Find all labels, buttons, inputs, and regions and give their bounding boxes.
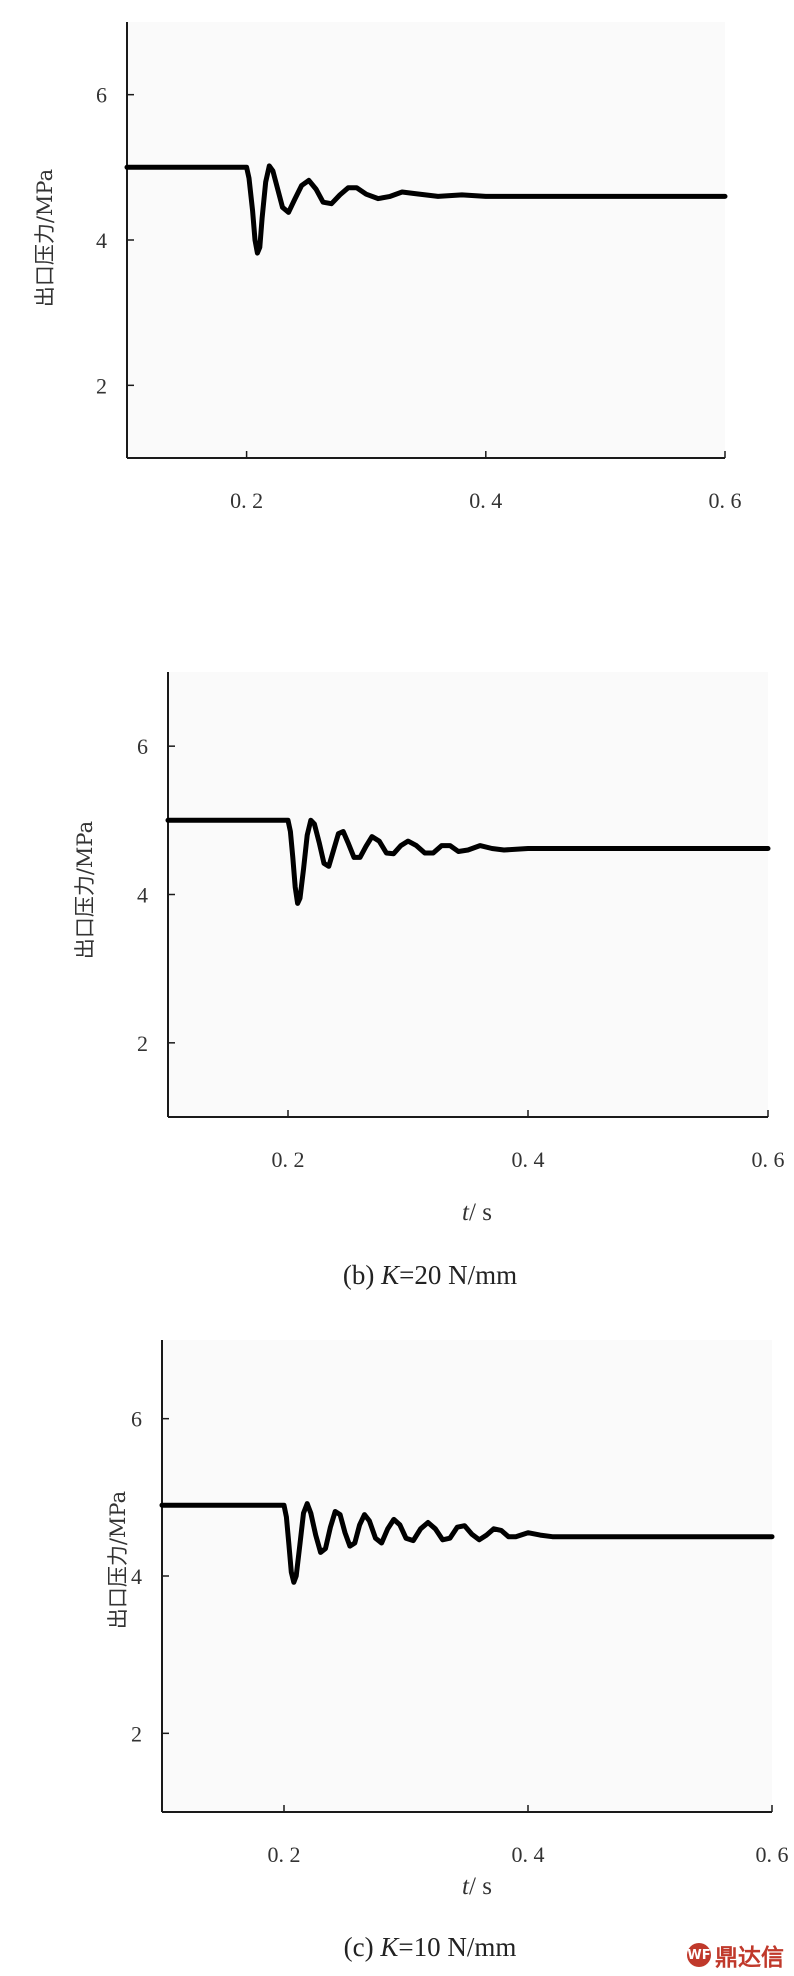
- y-tick-label: 4: [96, 228, 107, 253]
- y-axis-label: 出口压力/MPa: [73, 821, 97, 959]
- series-line: [165, 817, 771, 906]
- y-tick-label: 4: [137, 883, 148, 908]
- y-tick-label: 2: [131, 1721, 142, 1746]
- y-tick-label: 6: [96, 83, 107, 108]
- x-axis-variable: t: [462, 1873, 470, 1900]
- y-tick-label: 2: [96, 373, 107, 398]
- caption-prefix: (c): [344, 1932, 381, 1962]
- chart-b: 出口压力/MPa t/ s (b) K=20 N/mm 2 4 6 0. 2 0. 4 0…: [73, 672, 785, 1290]
- chart-panel-c: 出口压力/MPa t/ s (c) K=10 N/mm 2 4 6 0. 2 0. 4 0…: [0, 1320, 794, 1976]
- x-axis-variable: t: [462, 1199, 470, 1226]
- x-tick-label: 0. 2: [230, 488, 263, 513]
- plot-area: [127, 22, 725, 458]
- y-tick-label: 2: [137, 1031, 148, 1056]
- figure-caption: (c) K=10 N/mm: [344, 1932, 517, 1962]
- plot-area: [168, 672, 768, 1117]
- chart-c: 出口压力/MPa t/ s (c) K=10 N/mm 2 4 6 0. 2 0. 4 0…: [106, 1340, 789, 1962]
- x-tick-label: 0. 4: [512, 1842, 545, 1867]
- x-axis-label: t/ s: [462, 1199, 492, 1226]
- chart-panel-b: 出口压力/MPa t/ s (b) K=20 N/mm 2 4 6 0. 2 0. 4 0…: [0, 660, 794, 1320]
- plot-area: [162, 1340, 772, 1812]
- series-line: [159, 1501, 775, 1585]
- y-tick-label: 6: [137, 734, 148, 759]
- watermark-logo-icon: WF: [687, 1943, 711, 1967]
- y-tick-label: 6: [131, 1407, 142, 1432]
- watermark-text: 鼎达信: [715, 1945, 784, 1971]
- x-tick-label: 0. 6: [709, 488, 742, 513]
- y-axis-label: 出口压力/MPa: [106, 1491, 130, 1629]
- x-axis-label: t/ s: [462, 1873, 492, 1900]
- x-tick-label: 0. 6: [756, 1842, 789, 1867]
- series-line: [124, 163, 728, 256]
- y-axis-label: 出口压力/MPa: [33, 169, 57, 307]
- caption-value: =10 N/mm: [398, 1932, 516, 1962]
- x-tick-label: 0. 6: [752, 1147, 785, 1172]
- x-tick-label: 0. 4: [512, 1147, 545, 1172]
- caption-value: =20 N/mm: [399, 1260, 517, 1290]
- figure-caption: (b) K=20 N/mm: [343, 1260, 517, 1290]
- x-tick-label: 0. 2: [268, 1842, 301, 1867]
- x-axis-unit: / s: [469, 1199, 492, 1226]
- x-axis-unit: / s: [469, 1873, 492, 1900]
- caption-variable: K: [380, 1260, 401, 1290]
- watermark: WF 鼎达信: [687, 1938, 784, 1972]
- y-tick-label: 4: [131, 1564, 142, 1589]
- x-tick-label: 0. 4: [469, 488, 502, 513]
- x-tick-label: 0. 2: [272, 1147, 305, 1172]
- caption-variable: K: [379, 1932, 400, 1962]
- caption-prefix: (b): [343, 1260, 381, 1290]
